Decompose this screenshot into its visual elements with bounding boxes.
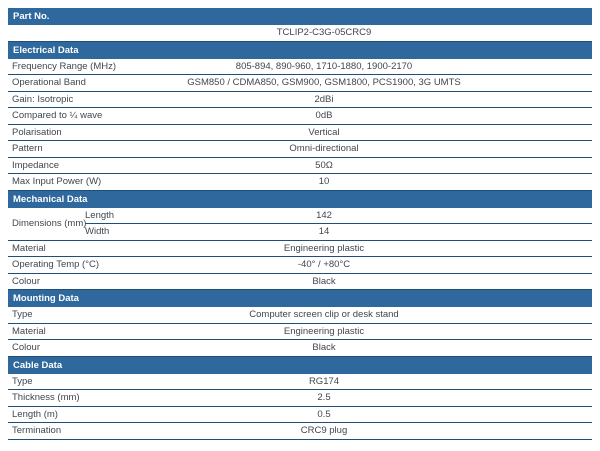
row-label: Operating Temp (°C) xyxy=(12,259,100,270)
row-label: Max Input Power (W) xyxy=(12,176,102,187)
row-label: Material xyxy=(12,242,46,254)
row-label: Thickness (mm) xyxy=(12,392,80,403)
section-header: Part No. xyxy=(8,8,592,25)
spec-row: Polarisation Vertical xyxy=(8,124,592,141)
spec-row: Impedance 50Ω xyxy=(8,157,592,174)
spec-row: Gain: Isotropic 2dBi xyxy=(8,91,592,108)
spec-group-row: Dimensions (mm) Length 142 Width 14 xyxy=(8,207,592,241)
row-value: Engineering plastic xyxy=(283,242,365,254)
spec-row: Frequency Range (MHz) 805-894, 890-960, 1… xyxy=(8,58,592,75)
row-value: Computer screen clip or desk stand xyxy=(249,309,399,320)
row-label: Gain: Isotropic xyxy=(12,93,74,105)
row-value: -40° / +80°C xyxy=(297,259,351,270)
row-value: TCLIP2-C3G-05CRC9 xyxy=(276,27,372,38)
row-label: Impedance xyxy=(12,159,60,171)
row-label: Type xyxy=(12,309,33,320)
row-value: 2dBi xyxy=(314,93,334,105)
spec-row: Colour Black xyxy=(8,273,592,290)
row-value: 50Ω xyxy=(315,159,333,171)
spec-row: Thickness (mm) 2.5 xyxy=(8,390,592,407)
row-divider xyxy=(85,222,592,224)
sub-row-label: Width xyxy=(85,225,110,237)
row-label: Termination xyxy=(12,425,62,436)
row-label: Material xyxy=(12,325,46,337)
row-value: CRC9 plug xyxy=(300,425,348,436)
spec-row: Colour Black xyxy=(8,340,592,357)
row-value: GSM850 / CDMA850, GSM900, GSM1800, PCS19… xyxy=(187,77,461,88)
row-value: Engineering plastic xyxy=(283,325,365,337)
section-header: Cable Data xyxy=(8,356,592,374)
section-header: Mechanical Data xyxy=(8,190,592,208)
sub-row-value: 142 xyxy=(316,209,332,221)
row-label: Colour xyxy=(12,342,40,353)
spec-row: TCLIP2-C3G-05CRC9 xyxy=(8,25,592,42)
sub-row: Length 142 xyxy=(8,208,592,224)
row-value: Black xyxy=(312,275,336,287)
row-value: RG174 xyxy=(308,375,340,387)
spec-table: Part No. TCLIP2-C3G-05CRC9 Electrical Data… xyxy=(8,8,592,440)
row-value: 2.5 xyxy=(317,392,331,403)
row-value: Black xyxy=(312,342,336,353)
row-label: Colour xyxy=(12,275,40,287)
sub-row-label: Length xyxy=(85,209,115,221)
row-label: Pattern xyxy=(12,143,43,154)
row-label: Frequency Range (MHz) xyxy=(12,60,117,72)
spec-row: Length (m) 0.5 xyxy=(8,406,592,423)
spec-row: Type Computer screen clip or desk stand xyxy=(8,307,592,324)
row-label: Dimensions (mm) xyxy=(12,218,87,229)
row-value: 0dB xyxy=(315,110,333,121)
spec-row: Operational Band GSM850 / CDMA850, GSM900… xyxy=(8,75,592,92)
row-value: 805-894, 890-960, 1710-1880, 1900-2170 xyxy=(235,60,413,72)
row-value: Vertical xyxy=(308,126,340,138)
spec-row: Material Engineering plastic xyxy=(8,240,592,257)
section-header: Mounting Data xyxy=(8,290,592,307)
spec-row: Termination CRC9 plug xyxy=(8,423,592,440)
row-label: Length (m) xyxy=(12,408,58,420)
section-header: Electrical Data xyxy=(8,41,592,59)
spec-row: Material Engineering plastic xyxy=(8,323,592,340)
row-label: Compared to ¼ wave xyxy=(12,110,103,121)
row-label: Polarisation xyxy=(12,126,62,138)
spec-row: Pattern Omni-directional xyxy=(8,141,592,158)
row-value: Omni-directional xyxy=(289,143,359,154)
spec-row: Max Input Power (W) 10 xyxy=(8,174,592,191)
row-label: Type xyxy=(12,375,33,387)
row-label: Operational Band xyxy=(12,77,86,88)
row-value: 0.5 xyxy=(317,408,331,420)
spec-row: Type RG174 xyxy=(8,373,592,390)
row-value: 10 xyxy=(318,176,330,187)
spec-row: Operating Temp (°C) -40° / +80°C xyxy=(8,257,592,274)
sub-row: Width 14 xyxy=(8,224,592,240)
sub-row-value: 14 xyxy=(318,225,330,237)
spec-row: Compared to ¼ wave 0dB xyxy=(8,108,592,125)
